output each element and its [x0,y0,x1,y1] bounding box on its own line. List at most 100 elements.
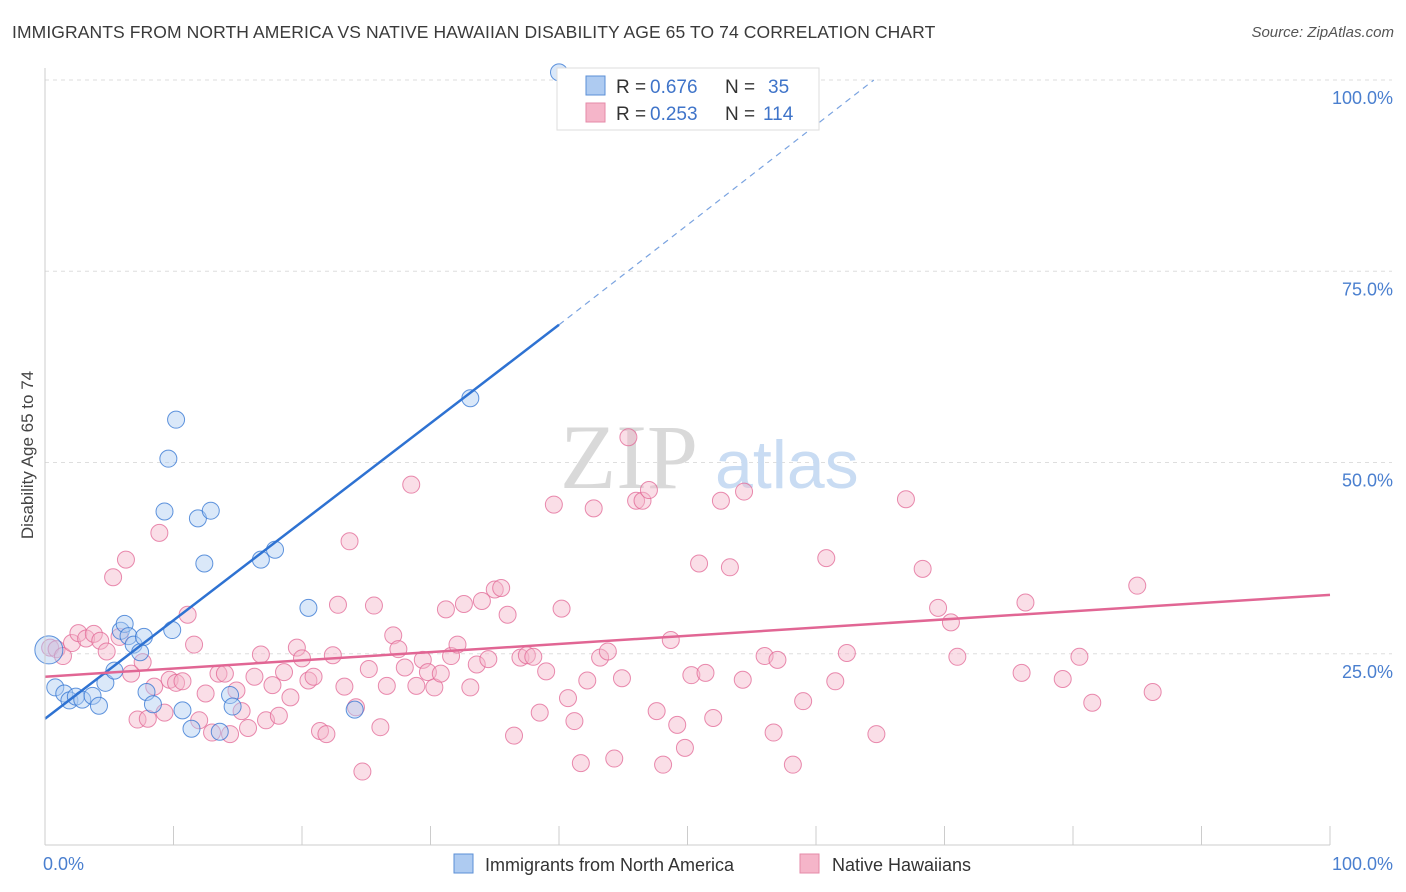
x-tick-label: 0.0% [43,854,84,874]
native-hawaiians-point [1012,663,1031,682]
y-tick-label: 50.0% [1342,471,1393,491]
native-hawaiians-point [104,568,123,587]
immigrants-north-america-points [34,63,568,741]
native-hawaiians-point [245,667,264,686]
immigrants-point [182,719,201,738]
native-hawaiians-point [454,595,473,614]
legend-n-value-1: 35 [768,77,789,98]
native-hawaiians-point [565,712,584,731]
native-hawaiians-point [485,580,504,599]
native-hawaiians-point [353,762,372,781]
native-hawaiians-point [913,559,932,578]
legend-r-value-2: 0.253 [650,104,698,125]
native-hawaiians-point [402,475,421,494]
chart-title: IMMIGRANTS FROM NORTH AMERICA VS NATIVE … [12,22,936,42]
native-hawaiians-point [364,596,383,615]
native-hawaiians-point [461,678,480,697]
native-hawaiians-point [704,709,723,728]
native-hawaiians-point [948,647,967,666]
native-hawaiians-point [287,638,306,657]
native-hawaiians-point [668,715,687,734]
bottom-legend-label-blue: Immigrants from North America [485,855,735,875]
native-hawaiians-point [418,663,437,682]
immigrants-point [159,449,178,468]
immigrants-point [173,701,192,720]
native-hawaiians-point [293,649,311,668]
native-hawaiians-point [1143,683,1162,701]
native-hawaiians-point [720,558,739,577]
watermark-zip: ZIP [560,406,698,508]
native-hawaiians-point [239,718,258,737]
native-hawaiians-point [1128,576,1147,595]
native-hawaiians-point [384,626,403,645]
native-hawaiians-point [128,710,147,729]
native-hawaiians-point [41,638,60,657]
native-hawaiians-point [377,676,396,695]
native-hawaiians-point [173,672,192,691]
native-hawaiians-point [1070,647,1089,666]
native-hawaiians-point [47,640,66,659]
watermark: ZIP atlas [560,406,859,508]
native-hawaiians-points [41,428,1162,781]
immigrants-point [201,501,220,520]
native-hawaiians-point [696,663,715,682]
trend-lines [44,79,1331,720]
bottom-legend-swatch-blue [453,853,474,874]
native-hawaiians-point [232,702,251,721]
native-hawaiians-point [867,725,886,744]
native-hawaiians-point [524,647,543,666]
immigrants-point [46,678,65,697]
native-hawaiians-point [1053,669,1072,688]
native-hawaiians-point [116,550,135,569]
native-hawaiians-point [62,634,81,653]
native-hawaiians-point [654,755,673,774]
immigrants-point [96,673,115,692]
native-hawaiians-point [448,635,467,654]
y-tick-label: 75.0% [1342,279,1393,299]
native-hawaiians-point [91,631,110,650]
grid-layer [45,79,1392,655]
legend-n-label-2: N = [725,104,755,125]
native-hawaiians-point [97,642,116,661]
immigrants-point [143,695,162,714]
native-hawaiians-point [544,495,563,514]
immigrants-point [89,696,108,715]
y-tick-label: 25.0% [1342,662,1393,682]
native-hawaiians-point [407,676,426,695]
legend-n-label-1: N = [725,77,755,98]
native-hawaiians-point [682,666,701,685]
native-hawaiians-point [817,549,836,568]
native-hawaiians-point [530,703,549,722]
native-hawaiians-point [215,664,234,683]
native-hawaiians-point [619,428,638,447]
legend-swatch-blue [585,75,606,96]
native-hawaiians-point [323,646,342,665]
native-hawaiians-point [598,642,617,661]
native-hawaiians-point [578,671,597,690]
immigrants-point [115,614,134,633]
immigrants-point [83,686,102,705]
native-hawaiians-point [431,664,450,683]
native-hawaiians-point [768,650,787,669]
native-hawaiians-point [571,754,590,773]
immigrants-point [34,635,64,665]
native-hawaiians-point [269,706,288,725]
native-hawaiians-point [138,709,157,728]
native-hawaiians-point [764,723,783,742]
bottom-legend-swatch-pink [799,853,820,874]
native-hawaiians-point [537,662,556,681]
native-hawaiians-point [328,595,347,614]
native-hawaiians-point [558,689,577,708]
immigrants-point [155,502,174,521]
native-hawaiians-point [479,650,498,669]
native-hawaiians-point [436,600,455,619]
legend-r-label-2: R = [616,104,646,125]
native-hawaiians-point [941,613,960,632]
y-tick-label: 100.0% [1332,88,1393,108]
native-hawaiians-point [1016,593,1035,612]
native-hawaiians-point [317,725,336,744]
native-hawaiians-point [639,481,658,500]
immigrants-point [299,598,318,617]
native-hawaiians-point [929,598,948,617]
native-hawaiians-point [251,645,270,664]
